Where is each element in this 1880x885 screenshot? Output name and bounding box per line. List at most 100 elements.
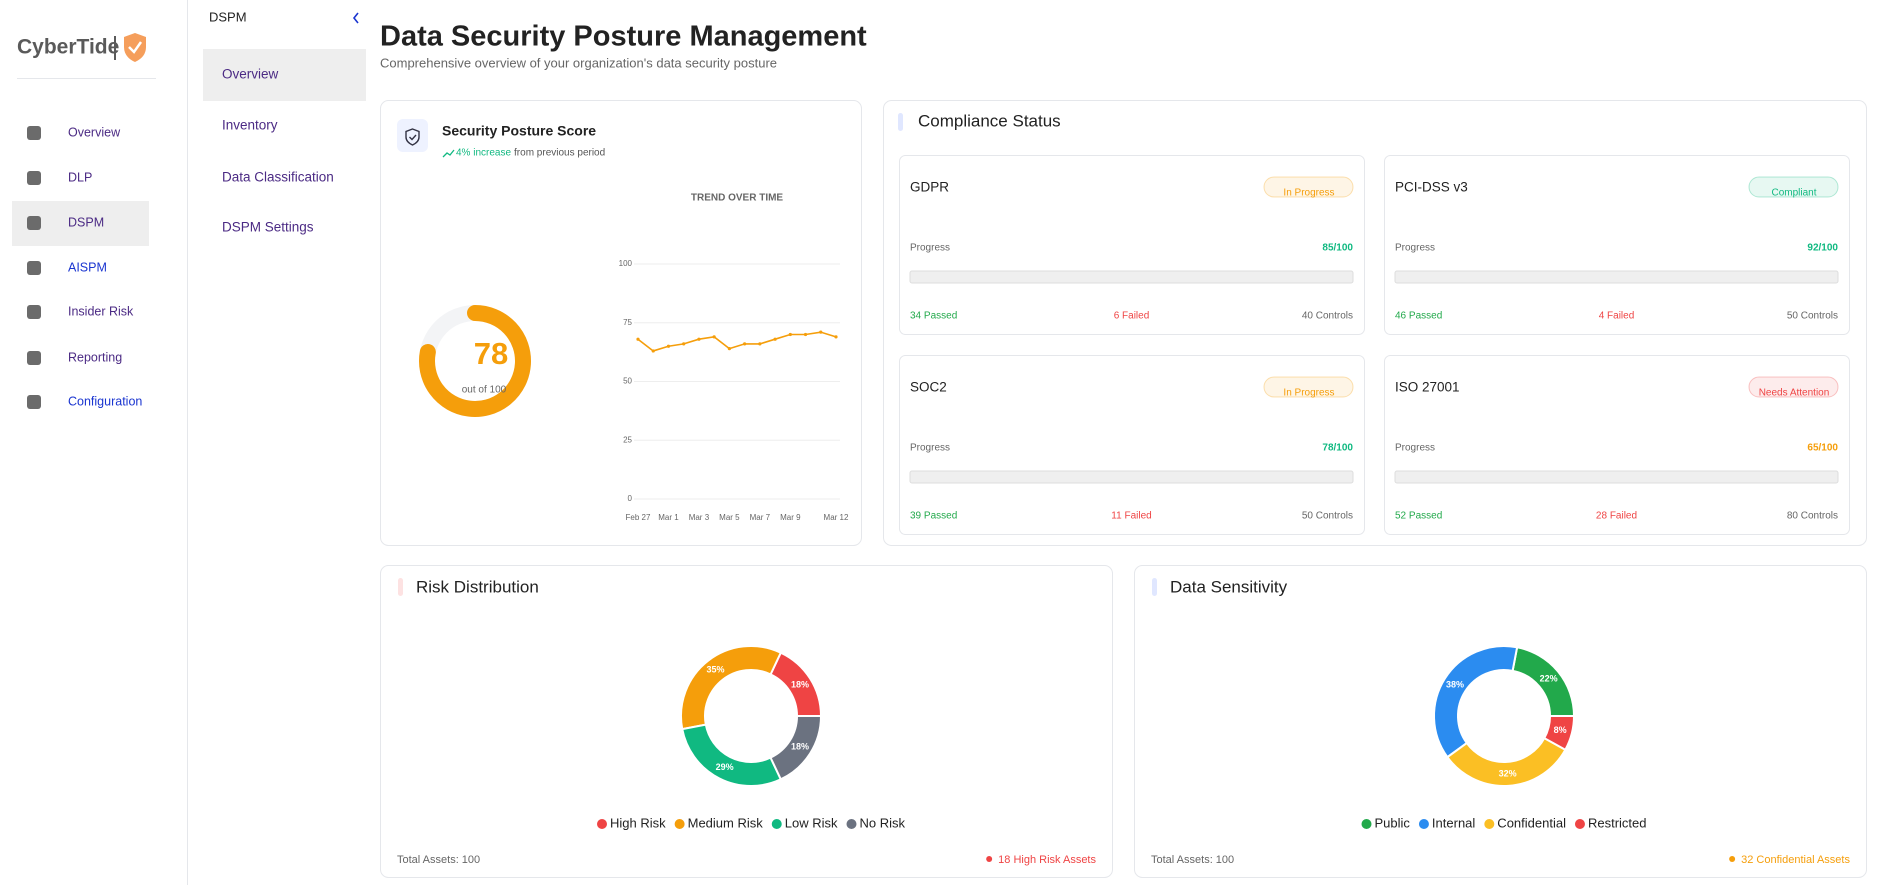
accent-bar <box>898 113 903 131</box>
posture-title: Security Posture Score <box>442 123 596 139</box>
legend-swatch <box>771 819 782 829</box>
subnav-item[interactable]: Data Classification <box>222 170 334 185</box>
nav-item[interactable]: Configuration <box>68 394 142 408</box>
status-label: In Progress <box>1283 188 1334 199</box>
segment-label: 8% <box>1554 725 1567 735</box>
legend-label: Restricted <box>1588 815 1647 830</box>
legend-swatch <box>1361 819 1372 829</box>
highlight-count: 32 Confidential Assets <box>1741 854 1850 866</box>
trend-arrow <box>442 149 455 158</box>
subnav-item[interactable]: DSPM Settings <box>222 220 314 235</box>
subnav-active-bg <box>203 49 366 101</box>
status-pill <box>1748 376 1839 398</box>
collapse-button[interactable] <box>352 12 359 24</box>
shield-check <box>409 134 417 141</box>
segment-label: 32% <box>1499 768 1517 778</box>
subnav-item[interactable]: Inventory <box>222 118 278 133</box>
segment-label: 29% <box>716 762 734 772</box>
nav-icon <box>27 395 41 409</box>
accent-bar <box>1152 578 1157 596</box>
nav-item[interactable]: Reporting <box>68 350 122 364</box>
logo-check <box>128 41 143 54</box>
donut-segment <box>680 645 783 731</box>
trend-point <box>743 342 747 346</box>
status-pill <box>1748 176 1839 198</box>
chart-title: TREND OVER TIME <box>691 193 784 204</box>
compliance-card <box>1384 355 1850 535</box>
nav-item[interactable]: Overview <box>68 125 121 139</box>
score-subtitle: out of 100 <box>462 385 507 396</box>
failed-count: 4 Failed <box>1599 311 1635 322</box>
passed-count: 46 Passed <box>1395 311 1442 322</box>
trend-point <box>712 335 716 339</box>
progress-label: Progress <box>1395 443 1435 454</box>
posture-change-note: from previous period <box>514 148 605 159</box>
legend-swatch <box>596 819 607 829</box>
y-tick-label: 100 <box>619 259 633 268</box>
nav-icon <box>27 126 41 140</box>
legend-label: Public <box>1375 815 1411 830</box>
x-tick-label: Mar 3 <box>689 513 710 522</box>
nav-icon <box>27 261 41 275</box>
panel-title: Risk Distribution <box>416 577 539 596</box>
trend-point <box>682 342 686 346</box>
segment-label: 18% <box>791 679 809 689</box>
trend-point <box>819 330 823 334</box>
gauge-arc <box>419 305 531 417</box>
legend-label: Internal <box>1432 815 1475 830</box>
nav-icon <box>27 305 41 319</box>
trend-point <box>758 342 762 346</box>
segment-label: 38% <box>1446 679 1464 689</box>
logo: CyberTide <box>17 36 119 59</box>
status-label: In Progress <box>1283 388 1334 399</box>
posture-icon <box>397 119 428 152</box>
trend-point <box>788 332 792 337</box>
legend-swatch <box>674 819 685 829</box>
legend: High Risk Medium Risk Low Risk No Risk <box>596 815 905 830</box>
compliance-card <box>899 155 1365 335</box>
highlight-dot <box>986 856 993 862</box>
nav-icon <box>27 171 41 185</box>
segment-label: 35% <box>706 665 724 675</box>
nav-item[interactable]: AISPM <box>68 260 107 274</box>
legend-label: Low Risk <box>785 815 838 830</box>
nav-icon <box>27 216 41 230</box>
trend-point <box>697 337 701 341</box>
y-tick-label: 0 <box>628 494 633 503</box>
nav-item[interactable]: DLP <box>68 170 92 184</box>
legend-label: No Risk <box>859 815 905 830</box>
logo-shield <box>124 33 146 62</box>
status-label: Needs Attention <box>1759 388 1830 399</box>
controls-count: 80 Controls <box>1787 511 1838 522</box>
nav-item[interactable]: Insider Risk <box>68 304 134 318</box>
subnav-item[interactable]: Overview <box>222 67 279 82</box>
trend-point <box>651 349 655 353</box>
page-subtitle: Comprehensive overview of your organizat… <box>380 55 777 70</box>
nav-item[interactable]: DSPM <box>68 215 104 229</box>
score-value: 78 <box>474 336 508 371</box>
compliance-card <box>1384 155 1850 335</box>
legend-label: Medium Risk <box>688 815 764 830</box>
status-label: Compliant <box>1771 188 1816 199</box>
trend-point <box>773 337 777 341</box>
risk-panel <box>380 565 1113 878</box>
trend-point <box>727 347 731 351</box>
legend: Public Internal Confidential Restricted <box>1361 815 1647 830</box>
progress-score: 65/100 <box>1807 443 1838 454</box>
x-tick-label: Mar 9 <box>780 513 801 522</box>
sensitivity-panel <box>1134 565 1867 878</box>
segment-label: 18% <box>791 741 809 751</box>
trend-point <box>666 344 671 348</box>
total-assets: Total Assets: 100 <box>1151 854 1234 866</box>
trend-point <box>803 332 808 337</box>
status-pill <box>1263 176 1354 198</box>
legend-swatch <box>846 819 857 829</box>
progress-label: Progress <box>910 443 950 454</box>
segment-label: 22% <box>1540 673 1558 683</box>
passed-count: 34 Passed <box>910 311 957 322</box>
panel-title: Data Sensitivity <box>1170 577 1288 596</box>
progress-track <box>909 470 1354 484</box>
progress-label: Progress <box>1395 243 1435 254</box>
framework-name: GDPR <box>910 180 949 195</box>
